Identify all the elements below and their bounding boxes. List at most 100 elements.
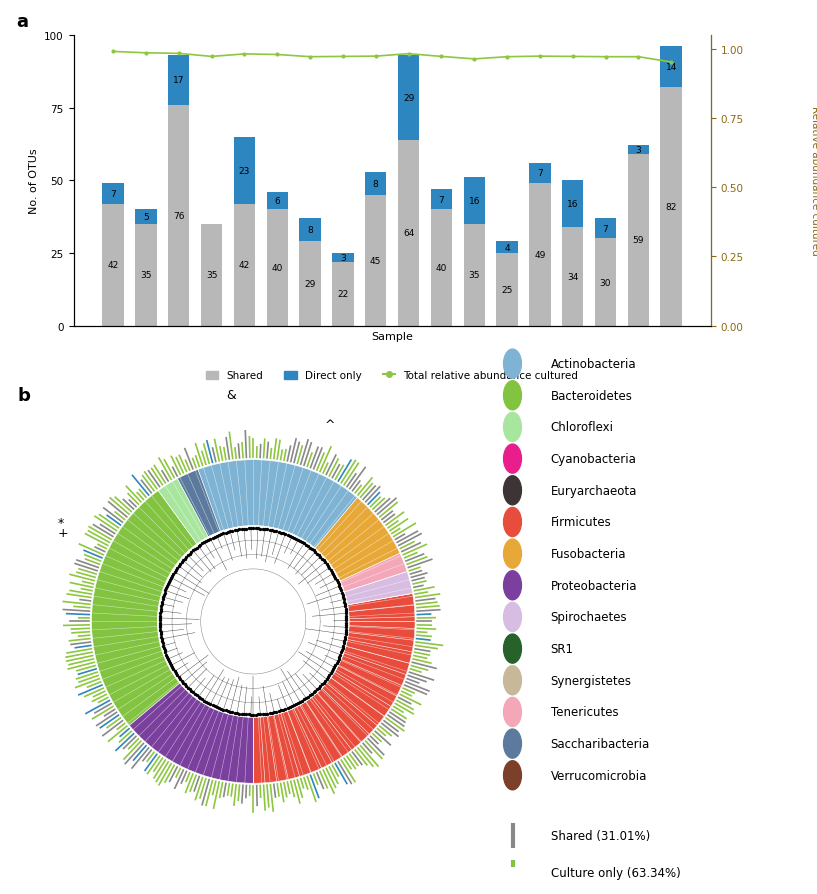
Bar (102, 205, 124, 326)
Text: Synergistetes: Synergistetes (551, 674, 632, 687)
Wedge shape (253, 621, 415, 783)
Text: 3: 3 (340, 254, 346, 263)
Bar (562, 228, 583, 326)
Bar (595, 240, 616, 326)
Text: 6: 6 (275, 197, 280, 206)
Text: 7: 7 (439, 196, 444, 205)
Text: 35: 35 (468, 271, 480, 280)
Bar (234, 138, 255, 205)
Circle shape (503, 382, 521, 410)
Text: 4: 4 (504, 243, 510, 252)
Text: Cyanobacteria: Cyanobacteria (551, 452, 636, 466)
Bar (266, 193, 288, 210)
Wedge shape (92, 491, 197, 726)
Text: 7: 7 (110, 190, 116, 198)
Text: 34: 34 (567, 273, 578, 282)
Text: 49: 49 (534, 250, 546, 259)
Bar (201, 224, 222, 326)
Text: 59: 59 (632, 236, 644, 245)
Bar (333, 254, 354, 263)
Text: 5: 5 (143, 213, 149, 222)
Text: 8: 8 (307, 226, 313, 235)
Bar (136, 224, 157, 326)
Circle shape (503, 444, 521, 474)
Text: Fusobacteria: Fusobacteria (551, 547, 627, 561)
Text: Spirochaetes: Spirochaetes (551, 611, 627, 624)
Bar (102, 184, 124, 205)
Circle shape (503, 761, 521, 790)
Text: Actinobacteria: Actinobacteria (551, 358, 636, 371)
Text: 7: 7 (537, 169, 542, 178)
Circle shape (158, 527, 349, 717)
Bar (168, 105, 190, 326)
Wedge shape (177, 470, 221, 537)
Bar (595, 219, 616, 240)
Text: 45: 45 (370, 257, 382, 266)
Text: 30: 30 (600, 278, 611, 287)
Text: 7: 7 (603, 224, 609, 233)
Text: 35: 35 (206, 271, 217, 280)
Circle shape (503, 350, 521, 379)
Wedge shape (158, 479, 208, 544)
Circle shape (503, 635, 521, 663)
Wedge shape (315, 498, 400, 581)
Circle shape (503, 508, 521, 537)
Y-axis label: No. of OTUs: No. of OTUs (29, 148, 38, 214)
X-axis label: Sample: Sample (371, 332, 413, 342)
Text: 8: 8 (373, 180, 378, 189)
Text: SR1: SR1 (551, 643, 574, 655)
Wedge shape (340, 553, 407, 592)
Y-axis label: Relative abundance cultured: Relative abundance cultured (810, 106, 817, 256)
Bar (529, 184, 551, 326)
Text: Proteobacteria: Proteobacteria (551, 579, 637, 592)
Text: 3: 3 (636, 146, 641, 155)
Bar (431, 190, 452, 210)
Text: Tenericutes: Tenericutes (551, 705, 618, 719)
Bar (398, 56, 419, 140)
Text: 17: 17 (173, 76, 185, 85)
Text: Bacteroidetes: Bacteroidetes (551, 390, 632, 402)
Text: 29: 29 (305, 280, 316, 289)
Bar (431, 210, 452, 326)
Bar (333, 263, 354, 326)
Text: 16: 16 (468, 197, 480, 206)
Circle shape (503, 571, 521, 600)
Text: 76: 76 (173, 211, 185, 221)
Text: Firmicutes: Firmicutes (551, 516, 611, 529)
Text: 22: 22 (337, 290, 349, 299)
Bar (136, 210, 157, 224)
Wedge shape (344, 572, 413, 605)
Bar (562, 181, 583, 228)
Text: Chloroflexi: Chloroflexi (551, 421, 614, 434)
Bar (463, 178, 484, 224)
Text: 14: 14 (666, 63, 676, 72)
Bar (660, 47, 682, 89)
Circle shape (503, 603, 521, 632)
Wedge shape (129, 683, 253, 783)
Text: 23: 23 (239, 166, 250, 175)
Wedge shape (198, 460, 357, 549)
Text: 42: 42 (108, 261, 118, 270)
Bar (660, 89, 682, 326)
Bar (168, 56, 190, 105)
Text: 42: 42 (239, 261, 250, 270)
Circle shape (503, 413, 521, 442)
Text: Verrucomicrobia: Verrucomicrobia (551, 769, 647, 782)
Bar (398, 140, 419, 326)
Text: 35: 35 (141, 271, 152, 280)
Bar (300, 242, 321, 326)
Bar (234, 205, 255, 326)
Wedge shape (253, 594, 415, 783)
Text: 29: 29 (403, 94, 414, 103)
Text: Euryarchaeota: Euryarchaeota (551, 485, 637, 497)
Circle shape (503, 477, 521, 505)
Bar (365, 196, 386, 326)
Text: b: b (18, 387, 31, 405)
Text: *: * (57, 517, 64, 529)
Bar (300, 219, 321, 242)
Circle shape (503, 539, 521, 569)
Bar (266, 210, 288, 326)
Circle shape (503, 730, 521, 758)
Text: 25: 25 (502, 285, 513, 294)
Circle shape (503, 666, 521, 695)
